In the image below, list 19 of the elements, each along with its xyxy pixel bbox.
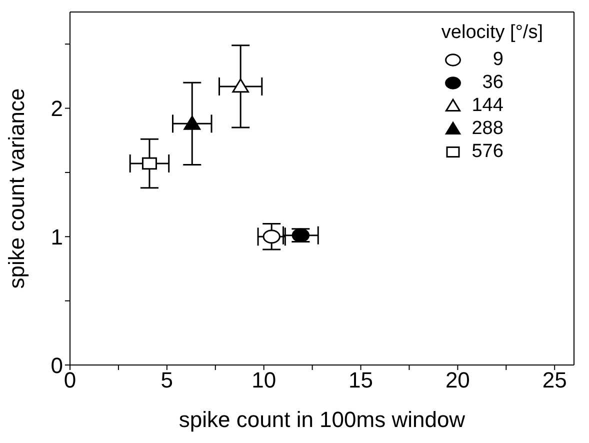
legend-title: velocity [°/s] [441,22,543,44]
legend-label: 9 [492,48,504,70]
point [184,116,201,130]
x-tick-label: 25 [542,368,567,393]
x-tick-label: 20 [445,368,470,393]
y-tick-label: 2 [50,96,63,122]
point [142,157,157,170]
y-tick-label: 1 [50,224,63,250]
x-tick-label: 15 [348,368,374,393]
legend-label: 576 [470,140,504,162]
legend-label: 36 [481,72,504,94]
point [262,230,280,244]
x-tick-label: 10 [252,368,276,393]
x-tick-label: 5 [160,368,174,393]
x-axis-title: spike count in 100ms window [178,407,466,432]
legend-label: 144 [470,94,504,116]
legend-label: 288 [470,118,504,140]
point [232,78,249,93]
y-axis-title: spike count variance [4,88,29,289]
